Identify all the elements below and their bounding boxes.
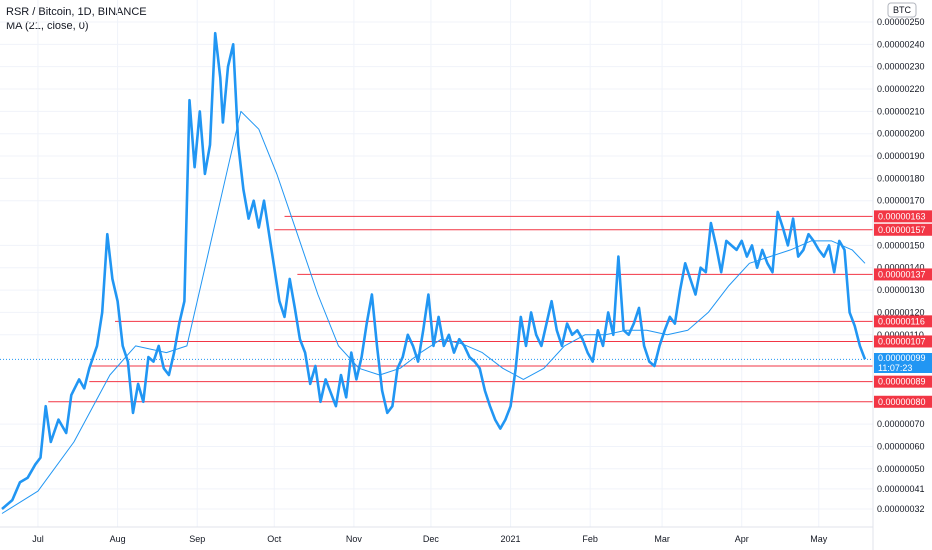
y-tick-label: 0.00000220: [877, 84, 925, 94]
x-tick-label: Nov: [346, 534, 363, 544]
price-series-line: [1, 31, 867, 510]
x-tick-label: Oct: [267, 534, 282, 544]
y-tick-label: 0.00000130: [877, 285, 925, 295]
y-tick-label: 0.00000070: [877, 419, 925, 429]
chart-title: RSR / Bitcoin, 1D, BINANCE: [6, 6, 147, 18]
x-tick-label: Dec: [423, 534, 440, 544]
level-badge-label: 0.00000080: [878, 397, 926, 407]
level-badge-label: 0.00000163: [878, 211, 926, 221]
level-badge-bg: [874, 210, 932, 223]
y-tick-label: 0.00000150: [877, 240, 925, 250]
y-tick-label: 0.00000240: [877, 39, 925, 49]
x-tick-label: 2021: [501, 534, 521, 544]
currency-badge[interactable]: BTC: [887, 2, 917, 18]
y-tick-label: 0.00000180: [877, 173, 925, 183]
svg-text:BTC: BTC: [893, 5, 912, 15]
level-badge-bg: [874, 315, 932, 328]
x-tick-label: Sep: [189, 534, 205, 544]
level-badge-bg: [874, 335, 932, 348]
level-badge-label: 0.00000089: [878, 377, 926, 387]
level-badge-bg: [874, 375, 932, 388]
y-tick-label: 0.00000250: [877, 17, 925, 27]
level-badge-label: 0.00000116: [878, 316, 925, 326]
x-tick-label: May: [810, 534, 828, 544]
y-tick-label: 0.00000190: [877, 151, 925, 161]
x-tick-label: Mar: [654, 534, 670, 544]
level-badge-label: 0.00000157: [878, 225, 926, 235]
series-lines: [1, 31, 867, 514]
y-tick-label: 0.00000110: [877, 330, 924, 340]
grid: [0, 0, 873, 527]
indicator-label: MA (21, close, 0): [6, 20, 89, 32]
horizontal-levels: [48, 215, 873, 403]
price-axis[interactable]: 0.00000250 0.00000240 0.00000230 0.00000220…: [877, 17, 925, 514]
y-tick-label: 0.00000210: [877, 106, 925, 116]
x-tick-label: Feb: [582, 534, 598, 544]
y-tick-label: 0.00000050: [877, 464, 925, 474]
x-tick-label: Aug: [110, 534, 126, 544]
y-tick-label: 0.00000170: [877, 196, 925, 206]
y-tick-label: 0.00000120: [877, 307, 925, 317]
ma-series-line: [1, 110, 866, 514]
time-axis[interactable]: Jul Aug Sep Oct Nov Dec 2021 Feb Mar Apr May: [32, 534, 828, 544]
level-badge-label: 0.00000137: [878, 269, 926, 279]
level-badge-bg: [874, 395, 932, 408]
y-tick-label: 0.00000060: [877, 441, 925, 451]
y-tick-label: 0.00000230: [877, 62, 925, 72]
y-tick-label: 0.00000200: [877, 129, 925, 139]
level-badge-bg: [874, 268, 932, 281]
y-tick-label: 0.00000032: [877, 504, 925, 514]
x-tick-label: Apr: [735, 534, 749, 544]
y-tick-label: 0.00000140: [877, 263, 925, 273]
countdown-timer: 11:07:23: [878, 363, 913, 374]
y-tick-label: 0.00000041: [877, 484, 925, 494]
current-price-badge: 0.00000099 11:07:23: [874, 353, 932, 374]
current-price-value: 0.00000099: [878, 353, 926, 364]
x-tick-label: Jul: [32, 534, 44, 544]
level-badge-label: 0.00000107: [878, 336, 926, 346]
level-badge-bg: [874, 223, 932, 236]
